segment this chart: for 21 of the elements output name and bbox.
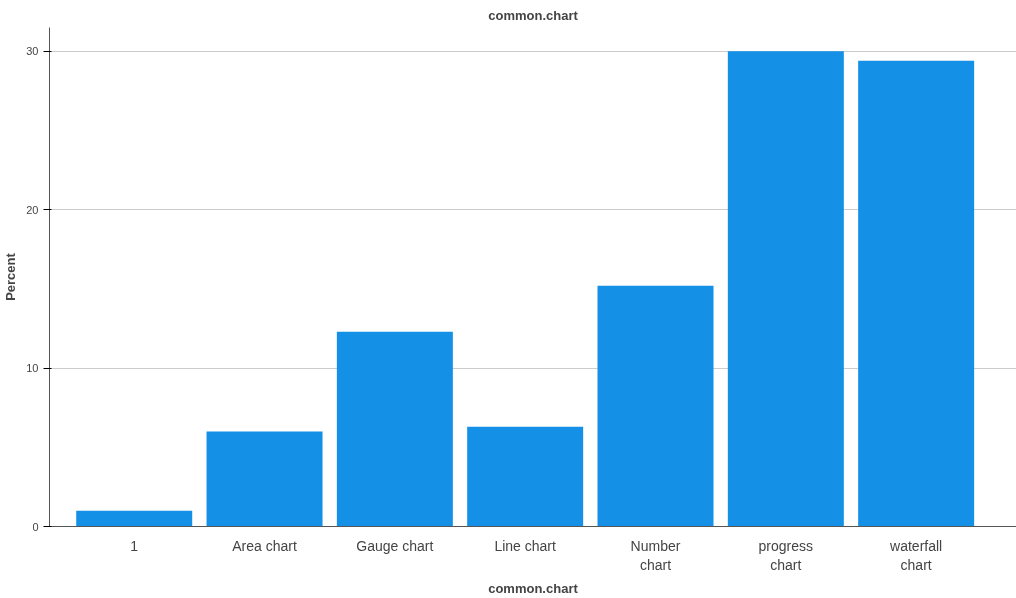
y-tick-label: 20 <box>26 203 39 216</box>
y-tick-label: 10 <box>26 362 39 375</box>
bar <box>336 331 453 527</box>
bar <box>467 426 584 527</box>
y-tick-label: 0 <box>32 520 39 533</box>
chart-title: common.chart <box>488 7 579 23</box>
x-tick-label: waterfall chart <box>889 537 943 573</box>
x-axis-title: common.chart <box>488 580 579 596</box>
bar <box>727 51 844 527</box>
x-tick-label: Area chart <box>232 537 297 554</box>
x-tick-label: Gauge chart <box>356 537 434 554</box>
bar <box>597 285 714 527</box>
x-tick-label: 1 <box>130 537 139 554</box>
x-tick-label: progress chart <box>758 537 814 573</box>
bar <box>76 510 193 527</box>
bar <box>858 60 975 527</box>
y-tick-label: 30 <box>26 45 39 58</box>
y-axis-title: Percent <box>3 252 19 301</box>
bar <box>206 431 323 527</box>
x-tick-label: Number chart <box>630 537 681 573</box>
x-tick-label: Line chart <box>494 537 557 554</box>
